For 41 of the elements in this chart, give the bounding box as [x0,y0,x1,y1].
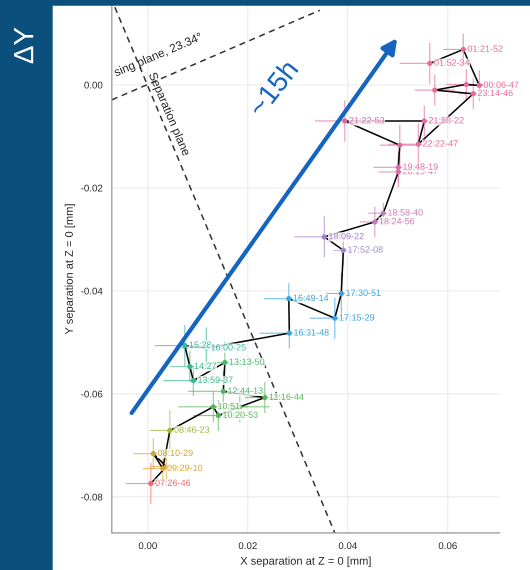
annotation: 10:20-53 [223,412,258,418]
annotation: 19:48-19 [403,163,438,170]
annotation: 01:52-34 [434,59,470,66]
annotation: 18:09-22 [329,232,364,240]
y-axis-title: Y separation at Z = 0 [mm] [64,204,76,334]
annotation: 23:14-46 [478,90,513,96]
annotation: 00:06-47 [484,81,519,88]
annotation: 08:10-29 [158,450,193,456]
x-tick-label: 0.02 [238,542,257,550]
x-tick-label: 0.00 [138,542,157,550]
annotation: 11:16-44 [270,394,304,400]
y-tick-label: -0.04 [81,288,103,295]
y-tick-label: -0.06 [81,390,102,398]
annotation: 08:46-23 [174,426,210,433]
annotation: 16:00-25 [211,344,246,351]
annotation: 21:58-22 [428,117,464,124]
annotation: 10:51 [218,402,240,410]
annotation: 18:58-40 [388,209,423,216]
x-tick-label: 0.06 [438,542,457,550]
annotation: 22:22-47 [422,140,458,146]
y-tick-label: -0.08 [81,494,102,501]
annotation: 21:22-53 [349,117,384,124]
x-tick-label: 0.04 [338,542,357,550]
annotation: 12:44-13 [228,387,263,394]
annotation: 09:29-10 [167,464,202,472]
annotation: 17:52-08 [348,246,383,253]
annotation: 07:26-46 [155,480,190,486]
annotation: 13:59-37 [198,376,233,383]
y-tick-label: -0.02 [81,184,102,192]
annotation: 18:24-56 [380,218,414,224]
y-tick-label: 0.00 [84,82,102,89]
text: ΔY [14,28,34,64]
annotation: 15:28 [190,342,212,348]
annotation: 13:13-50 [230,358,264,365]
annotation: 16:31-48 [294,329,329,336]
annotation: 01:21-52 [468,45,503,52]
x-axis-title: X separation at Z = 0 [mm] [240,556,371,567]
annotation: 14:27 [194,362,216,369]
annotation: 17:15-29 [340,314,374,321]
annotation: 17:30-51 [346,290,381,296]
annotation: 16:49-14 [294,294,328,302]
